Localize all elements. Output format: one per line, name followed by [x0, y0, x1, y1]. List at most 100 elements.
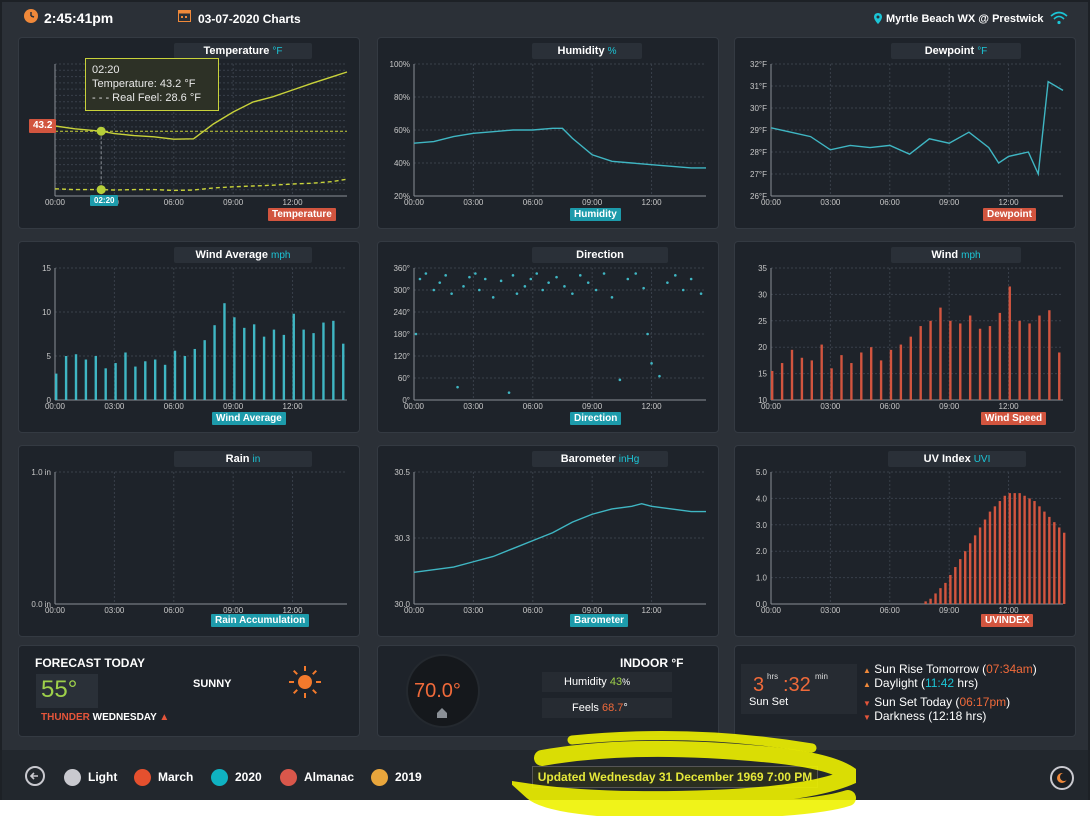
hrs-label: hrs — [767, 672, 779, 681]
theme-toggle-icon[interactable] — [1050, 766, 1074, 790]
dewpoint-chart[interactable]: 32°F 31°F 30°F 29°F 28°F 27°F 26°F00:00 03:00 06… — [735, 38, 1076, 229]
wind-average-bar — [233, 317, 236, 400]
legend-2019[interactable]: 2019 — [371, 767, 422, 787]
last-updated: Updated Wednesday 31 December 1969 7:00 … — [532, 766, 818, 788]
rain-panel[interactable]: Rain in 1.0 in 0.0 in 00:00 03:00 06:00 09:00 1… — [18, 445, 360, 637]
humidity-y-tick: 60% — [394, 126, 410, 135]
darkness-line: ▼ Darkness (12:18 hrs) — [863, 709, 987, 723]
rain-x-tick: 03:00 — [104, 606, 125, 615]
humidity-chart[interactable]: 100% 80% 60% 40% 20%00:00 03:00 06:00 09:00 12:0… — [378, 38, 719, 229]
dewpoint-tag[interactable]: Dewpoint — [983, 208, 1036, 221]
station-name[interactable]: Myrtle Beach WX @ Prestwick — [886, 13, 1044, 25]
legend-almanac[interactable]: Almanac — [280, 767, 354, 787]
wind-average-tag[interactable]: Wind Average — [212, 412, 286, 425]
direction-point — [414, 332, 418, 336]
direction-panel[interactable]: Direction 360° 300° 240° 180° 120° 60° 0° 00:00… — [377, 241, 719, 433]
direction-point — [571, 292, 574, 295]
humidity-series-line — [413, 127, 706, 169]
direction-point — [646, 332, 649, 336]
house-icon — [436, 706, 448, 718]
rain-y-tick: 1.0 in — [31, 468, 51, 477]
direction-point — [507, 391, 511, 394]
direction-point — [658, 374, 661, 378]
back-arrow-icon[interactable] — [25, 766, 45, 786]
uv-chart[interactable]: 5.0 4.0 3.0 2.0 1.0 0.000:00 03:00 06:00 09:00 12… — [735, 446, 1076, 637]
uv-title: UV Index UVI — [888, 451, 1026, 467]
wind-speed-bar — [820, 344, 823, 400]
uv-x-tick: 00:00 — [761, 606, 782, 615]
wind-average-bar — [203, 340, 206, 400]
wind-speed-bar — [988, 326, 992, 400]
forecast-alert[interactable]: THUNDER WEDNESDAY ▲ — [41, 712, 170, 723]
legend-light[interactable]: Light — [64, 767, 117, 787]
wind-speed-bar — [899, 344, 903, 400]
direction-y-tick: 240° — [393, 308, 410, 317]
dewpoint-y-tick: 26°F — [750, 192, 767, 201]
temperature-x-tick: 06:00 — [164, 198, 185, 207]
wind_average-x-tick: 06:00 — [164, 402, 185, 411]
direction-tag[interactable]: Direction — [570, 412, 622, 425]
wind-average-chart[interactable]: 15 10 5 000:00 03:00 06:00 09:00 12:00 — [19, 242, 360, 433]
wind-average-bar — [124, 352, 127, 400]
legend-2020[interactable]: 2020 — [211, 767, 262, 787]
direction-point — [578, 274, 582, 277]
uv-y-tick: 4.0 — [756, 494, 768, 503]
humidity-panel[interactable]: Humidity% 100% 80% 60% 40% 20% 00:00 03:00 06:0… — [377, 37, 719, 229]
direction-point — [674, 274, 677, 277]
barometer-x-tick: 00:00 — [404, 606, 425, 615]
barometer-chart[interactable]: 30.5 30.3 30.000:00 03:00 06:00 09:00 12:00 — [378, 446, 719, 637]
dewpoint-title: Dewpoint °F — [891, 43, 1021, 59]
rain-y-tick: 0.0 in — [31, 600, 51, 609]
wind-panel[interactable]: Wind mph 35 30 25 20 15 10 00:00 03:00 06:00 09:00… — [734, 241, 1076, 433]
temperature-tag[interactable]: Temperature — [268, 208, 336, 221]
direction-point — [478, 288, 481, 292]
direction-point — [586, 281, 590, 284]
forecast-temp-box — [36, 674, 98, 708]
min-label: min — [815, 672, 828, 681]
uv-bar — [1048, 516, 1051, 604]
wind_average-y-tick: 0 — [47, 396, 52, 405]
forecast-panel[interactable]: FORECAST TODAY 55° SUNNY THUNDER WEDNESD… — [18, 645, 360, 737]
legend-march[interactable]: March — [134, 767, 193, 787]
tooltip-time: 02:20 — [92, 64, 120, 76]
direction-point — [666, 281, 669, 284]
humidity-x-tick: 00:00 — [404, 198, 425, 207]
indoor-temp: 70.0° — [414, 680, 461, 702]
wind-speed-tag[interactable]: Wind Speed — [981, 412, 1047, 425]
barometer-panel[interactable]: Barometer inHg 30.5 30.3 30.0 00:00 03:00 06:0… — [377, 445, 719, 637]
dewpoint-y-tick: 31°F — [750, 82, 767, 91]
light-dot-icon — [64, 768, 81, 786]
uv-y-tick: 5.0 — [756, 468, 768, 477]
barometer-y-tick: 30.5 — [394, 468, 410, 477]
wind-average-panel[interactable]: Wind Average mph 15 10 5 0 00:00 03:00 06:00 09:… — [18, 241, 360, 433]
wind-average-bar — [302, 329, 305, 400]
direction-y-tick: 300° — [393, 286, 410, 295]
direction-point — [468, 275, 471, 279]
calendar-icon[interactable] — [178, 9, 191, 22]
wind_average-x-tick: 03:00 — [104, 402, 125, 411]
real-feel-marker — [96, 185, 106, 195]
rain-accumulation-tag[interactable]: Rain Accumulation — [211, 614, 310, 627]
wind-speed-bar — [840, 355, 843, 400]
uv-bar — [1018, 493, 1021, 604]
wind-x-tick: 09:00 — [939, 402, 960, 411]
wind-average-bar — [134, 366, 137, 400]
uv-bar — [1058, 527, 1061, 604]
sun-panel[interactable]: 3 hrs :32 min Sun Set ▲ Sun Rise Tomorro… — [734, 645, 1076, 737]
barometer-tag[interactable]: Barometer — [570, 614, 629, 627]
uv-index-tag[interactable]: UVINDEX — [981, 614, 1034, 627]
humidity-tag[interactable]: Humidity — [570, 208, 621, 221]
dewpoint-panel[interactable]: Dewpoint °F 32°F 31°F 30°F 29°F 28°F 27°F 26°F 0… — [734, 37, 1076, 229]
humidity-x-tick: 12:00 — [642, 198, 663, 207]
direction-x-tick: 03:00 — [463, 402, 484, 411]
indoor-panel[interactable]: 70.0° INDOOR °F Humidity 43% Feels 68.7° — [377, 645, 719, 737]
wind-average-bar — [84, 359, 88, 400]
uv-bar — [964, 551, 967, 604]
direction-chart[interactable]: 360° 300° 240° 180° 120° 60° 0°00:00 03:00 06:00… — [378, 242, 719, 433]
direction-point — [681, 288, 685, 292]
uv-panel[interactable]: UV Index UVI 5.0 4.0 3.0 2.0 1.0 0.0 00:00 03:00… — [734, 445, 1076, 637]
wifi-icon[interactable] — [1050, 11, 1068, 25]
